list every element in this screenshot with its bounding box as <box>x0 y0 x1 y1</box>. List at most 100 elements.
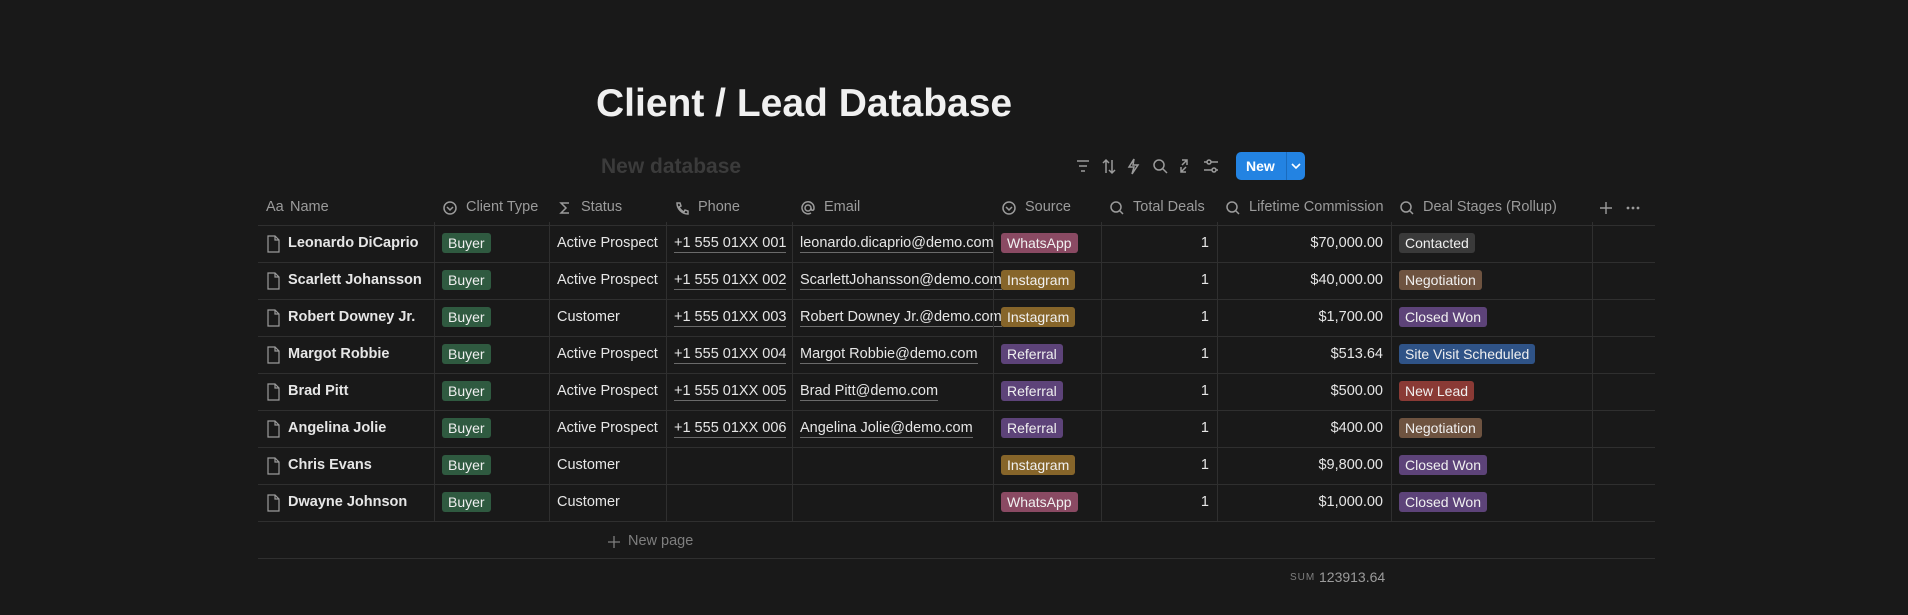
header-border <box>258 225 1655 226</box>
sum-label: SUM <box>1290 572 1316 583</box>
dropdown-arrow[interactable] <box>1290 161 1302 171</box>
column-border <box>792 222 793 521</box>
number-cell: $40,000.00 <box>1310 271 1383 288</box>
tag: Buyer <box>442 417 491 438</box>
tag: New Lead <box>1399 380 1475 401</box>
toolbar-icons[interactable] <box>1068 154 1228 178</box>
column-border <box>434 222 435 521</box>
number-cell: 1 <box>1200 271 1209 288</box>
row-title[interactable]: Brad Pitt <box>288 382 349 399</box>
column-type-icon <box>1226 201 1240 215</box>
column-header[interactable]: Email <box>824 199 861 215</box>
page-icon <box>267 456 280 475</box>
number-cell: $500.00 <box>1330 382 1383 399</box>
number-cell: 1 <box>1200 456 1209 473</box>
page-icon <box>267 271 280 290</box>
column-type-icon <box>443 201 457 215</box>
tag: Negotiation <box>1399 417 1482 438</box>
row-border <box>258 447 1655 448</box>
cell: +1 555 01XX 003 <box>674 308 787 327</box>
column-type-icon <box>1002 201 1016 215</box>
cell: Margot Robbie@demo.com <box>800 345 978 364</box>
column-border <box>1391 222 1392 521</box>
row-border <box>258 299 1655 300</box>
number-cell: $1,000.00 <box>1318 493 1383 510</box>
page-icon <box>267 382 280 401</box>
view-name[interactable]: New database <box>601 155 742 178</box>
number-cell: 1 <box>1200 382 1209 399</box>
footer-border <box>258 558 1655 559</box>
cell: Active Prospect <box>557 419 658 436</box>
plus-icon <box>608 536 620 548</box>
tag: Referral <box>1001 417 1063 438</box>
tag: Buyer <box>442 491 491 512</box>
row-title[interactable]: Angelina Jolie <box>288 419 387 436</box>
name-icon: Aa <box>266 199 284 215</box>
number-cell: $400.00 <box>1330 419 1383 436</box>
column-header[interactable]: Client Type <box>466 199 539 215</box>
cell: +1 555 01XX 002 <box>674 271 787 290</box>
column-border <box>993 222 994 521</box>
column-header[interactable]: Status <box>581 199 623 215</box>
cell: +1 555 01XX 001 <box>674 234 787 253</box>
tag: Instagram <box>1001 306 1076 327</box>
column-header[interactable]: Name <box>290 199 329 215</box>
tag: Instagram <box>1001 269 1076 290</box>
cell: +1 555 01XX 004 <box>674 345 787 364</box>
column-header[interactable]: Total Deals <box>1133 199 1205 215</box>
column-border <box>1101 222 1102 521</box>
tag: Buyer <box>442 343 491 364</box>
page-title: Client / Lead Database <box>596 82 1013 125</box>
row-border <box>258 484 1655 485</box>
tag: Buyer <box>442 232 491 253</box>
row-border <box>258 336 1655 337</box>
tag: Instagram <box>1001 454 1076 475</box>
column-type-icon <box>1400 201 1414 215</box>
page-icon <box>267 419 280 438</box>
row-border <box>258 410 1655 411</box>
tag: Closed Won <box>1399 454 1488 475</box>
column-header[interactable]: Deal Stages (Rollup) <box>1423 199 1557 215</box>
number-cell: 1 <box>1200 234 1209 251</box>
cell: Customer <box>557 493 620 510</box>
row-title[interactable]: Dwayne Johnson <box>288 493 408 510</box>
tag: Buyer <box>442 454 491 475</box>
row-border <box>258 262 1655 263</box>
page-icon <box>267 345 280 364</box>
column-header[interactable]: Phone <box>698 199 740 215</box>
column-header[interactable]: Lifetime Commission <box>1249 199 1384 215</box>
tag: Negotiation <box>1399 269 1482 290</box>
column-border <box>1592 222 1593 521</box>
cell: Active Prospect <box>557 271 658 288</box>
row-title[interactable]: Scarlett Johansson <box>288 271 422 288</box>
cell: Active Prospect <box>557 382 658 399</box>
cell: Robert Downey Jr.@demo.com <box>800 308 1002 327</box>
cell: ScarlettJohansson@demo.com <box>800 271 1002 290</box>
tag: WhatsApp <box>1001 491 1078 512</box>
cell: Customer <box>557 456 620 473</box>
sum-value: 123913.64 <box>1319 569 1386 585</box>
cell: +1 555 01XX 005 <box>674 382 787 401</box>
new-button[interactable]: New <box>1236 152 1305 180</box>
cell: leonardo.dicaprio@demo.com <box>800 234 994 253</box>
column-border <box>1217 222 1218 521</box>
column-header[interactable]: Source <box>1025 199 1071 215</box>
tag: Closed Won <box>1399 306 1488 327</box>
column-type-icon <box>676 202 689 215</box>
column-type-icon <box>559 202 569 214</box>
page-icon <box>267 493 280 512</box>
column-border <box>666 222 667 521</box>
header-actions[interactable] <box>1598 200 1658 216</box>
tag: Buyer <box>442 380 491 401</box>
row-title[interactable]: Chris Evans <box>288 456 372 473</box>
column-type-icon <box>801 201 815 215</box>
number-cell: 1 <box>1200 419 1209 436</box>
new-page-button[interactable]: New page <box>628 533 694 549</box>
tag: Buyer <box>442 306 491 327</box>
number-cell: $1,700.00 <box>1318 308 1383 325</box>
row-title[interactable]: Margot Robbie <box>288 345 390 362</box>
row-title[interactable]: Robert Downey Jr. <box>288 308 416 325</box>
column-border <box>549 222 550 521</box>
row-title[interactable]: Leonardo DiCaprio <box>288 234 419 251</box>
